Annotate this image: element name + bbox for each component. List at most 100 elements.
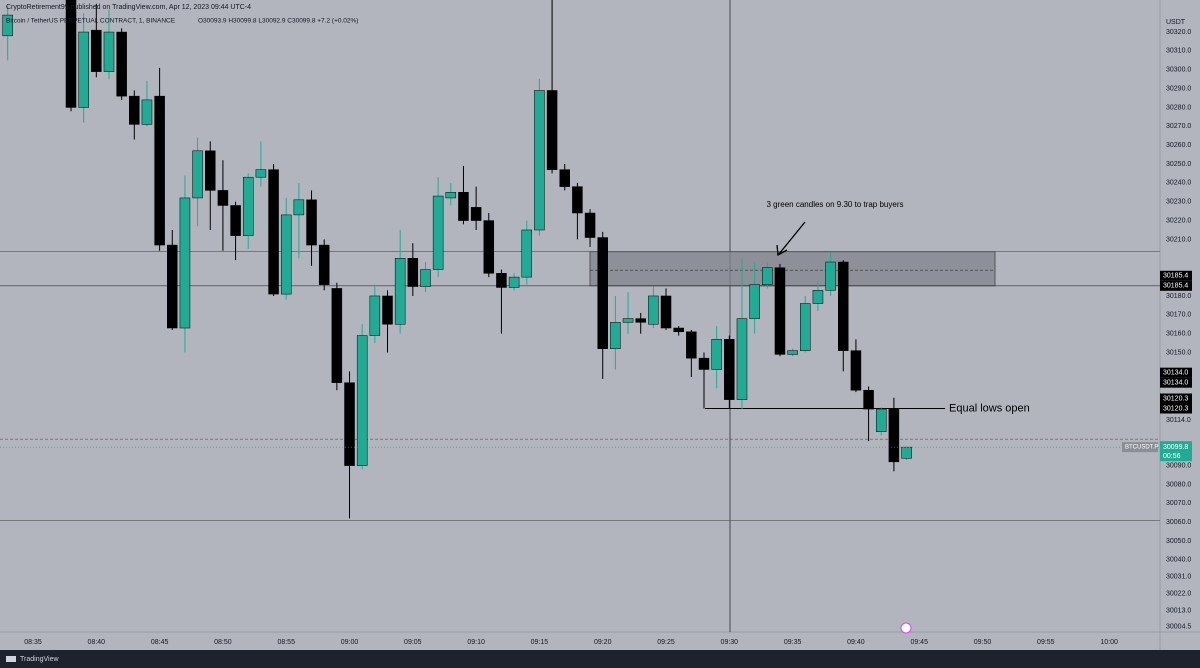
candle-body	[369, 295, 381, 336]
candle-body	[787, 350, 798, 355]
event-icon[interactable]	[900, 622, 912, 634]
candle-body	[230, 205, 241, 236]
candle-body	[91, 29, 102, 72]
y-tick-label: 30022.0	[1166, 591, 1191, 598]
candle-body	[167, 244, 178, 329]
annotation: Equal lows open	[949, 402, 1030, 414]
candle-body	[432, 195, 444, 270]
y-tick-label: 30160.0	[1166, 331, 1191, 338]
arrow	[778, 221, 806, 255]
candle-body	[205, 150, 216, 191]
x-tick-label: 08:35	[24, 639, 42, 646]
last-price-tag	[1160, 441, 1192, 462]
candle-body	[724, 339, 735, 400]
x-tick-label: 10:00	[1100, 639, 1118, 646]
y-tick-label: 30310.0	[1166, 48, 1191, 55]
y-tick-label: 30013.0	[1166, 608, 1191, 615]
candle-body	[458, 192, 469, 221]
candle-body	[154, 95, 165, 246]
ohlc: O30093.9 H30099.8 L30092.9 C30099.8 +7.2…	[198, 18, 358, 25]
candle-body	[268, 169, 279, 295]
y-tick-label: 30170.0	[1166, 312, 1191, 319]
price-tag	[1160, 377, 1192, 388]
candle-body	[850, 350, 862, 391]
candle-body	[838, 261, 849, 351]
candle-body	[736, 318, 748, 400]
candle-body	[812, 290, 824, 304]
symbol-label: BTCUSDT.P	[1125, 445, 1158, 451]
countdown: 00:56	[1163, 453, 1181, 460]
y-tick-label: 30320.0	[1166, 29, 1191, 36]
candle-body	[673, 327, 684, 333]
candle-body	[521, 229, 533, 278]
plot	[0, 0, 1160, 632]
price-tag-label: 30185.4	[1163, 273, 1188, 280]
price-tag-label: 30120.3	[1163, 405, 1188, 412]
zone	[589, 251, 996, 287]
x-tick-label: 09:15	[531, 639, 549, 646]
symbol-tag	[1122, 442, 1158, 453]
last-price-label: 30099.8	[1163, 444, 1188, 451]
price-tag	[1160, 270, 1192, 281]
x-tick-label: 09:50	[974, 639, 992, 646]
candle-body	[192, 150, 203, 199]
candle-body	[559, 169, 570, 187]
y-tick-label: 30150.0	[1166, 349, 1191, 356]
candle-body	[445, 192, 457, 199]
candle-body	[888, 408, 900, 463]
price-tag	[1160, 367, 1192, 378]
y-tick-label: 30070.0	[1166, 500, 1191, 507]
candle-body	[344, 382, 355, 466]
price-tag-label: 30185.4	[1163, 283, 1188, 290]
candle-body	[331, 288, 343, 383]
candle-body	[698, 357, 710, 370]
candle-body	[711, 339, 722, 370]
candle-body	[534, 90, 545, 231]
y-tick-label: 30004.5	[1166, 624, 1191, 631]
y-tick-label: 30210.0	[1166, 236, 1191, 243]
y-tick-label: 30180.0	[1166, 293, 1191, 300]
candle-body	[470, 207, 482, 221]
x-tick-label: 09:05	[404, 639, 422, 646]
y-tick-label: 30300.0	[1166, 67, 1191, 74]
x-tick-label: 08:40	[88, 639, 106, 646]
candle-body	[774, 267, 786, 355]
y-tick-label: 30031.0	[1166, 574, 1191, 581]
candle-body	[508, 276, 520, 288]
y-tick-label: 30280.0	[1166, 104, 1191, 111]
candle-body	[2, 14, 13, 37]
candle-body	[65, 0, 77, 108]
candle-body	[660, 295, 672, 329]
candle-body	[584, 212, 596, 238]
candle-body	[179, 197, 191, 329]
x-tick-label: 09:30	[721, 639, 739, 646]
y-tick-label: 30220.0	[1166, 217, 1191, 224]
candle-body	[306, 199, 317, 246]
price-tag	[1160, 393, 1192, 404]
candle-body	[483, 220, 495, 274]
symbol: Bitcoin / TetherUS PERPETUAL CONTRACT, 1…	[6, 18, 176, 25]
y-tick-label: 30040.0	[1166, 557, 1191, 564]
candle-body	[749, 284, 760, 319]
x-tick-label: 09:00	[341, 639, 359, 646]
y-tick-label: 30060.0	[1166, 519, 1191, 526]
y-tick-label: 30090.0	[1166, 462, 1191, 469]
candle-body	[597, 237, 608, 349]
candle-body	[255, 169, 267, 178]
candle-body	[825, 261, 836, 291]
y-tick-label: 30260.0	[1166, 142, 1191, 149]
candle-body	[686, 331, 697, 359]
footer-bar	[0, 650, 1200, 668]
price-tag-label: 30134.0	[1163, 380, 1188, 387]
x-tick-label: 09:10	[467, 639, 485, 646]
candle-body	[863, 389, 874, 410]
price-tag	[1160, 280, 1192, 291]
annotation: 3 green candles on 9.30 to trap buyers	[767, 200, 904, 209]
x-tick-label: 09:40	[847, 639, 865, 646]
y-tick-label: 30230.0	[1166, 199, 1191, 206]
y-tick-label: 30240.0	[1166, 180, 1191, 187]
candle-body	[635, 318, 646, 323]
x-tick-label: 08:55	[277, 639, 295, 646]
y-tick-label: 30080.0	[1166, 481, 1191, 488]
